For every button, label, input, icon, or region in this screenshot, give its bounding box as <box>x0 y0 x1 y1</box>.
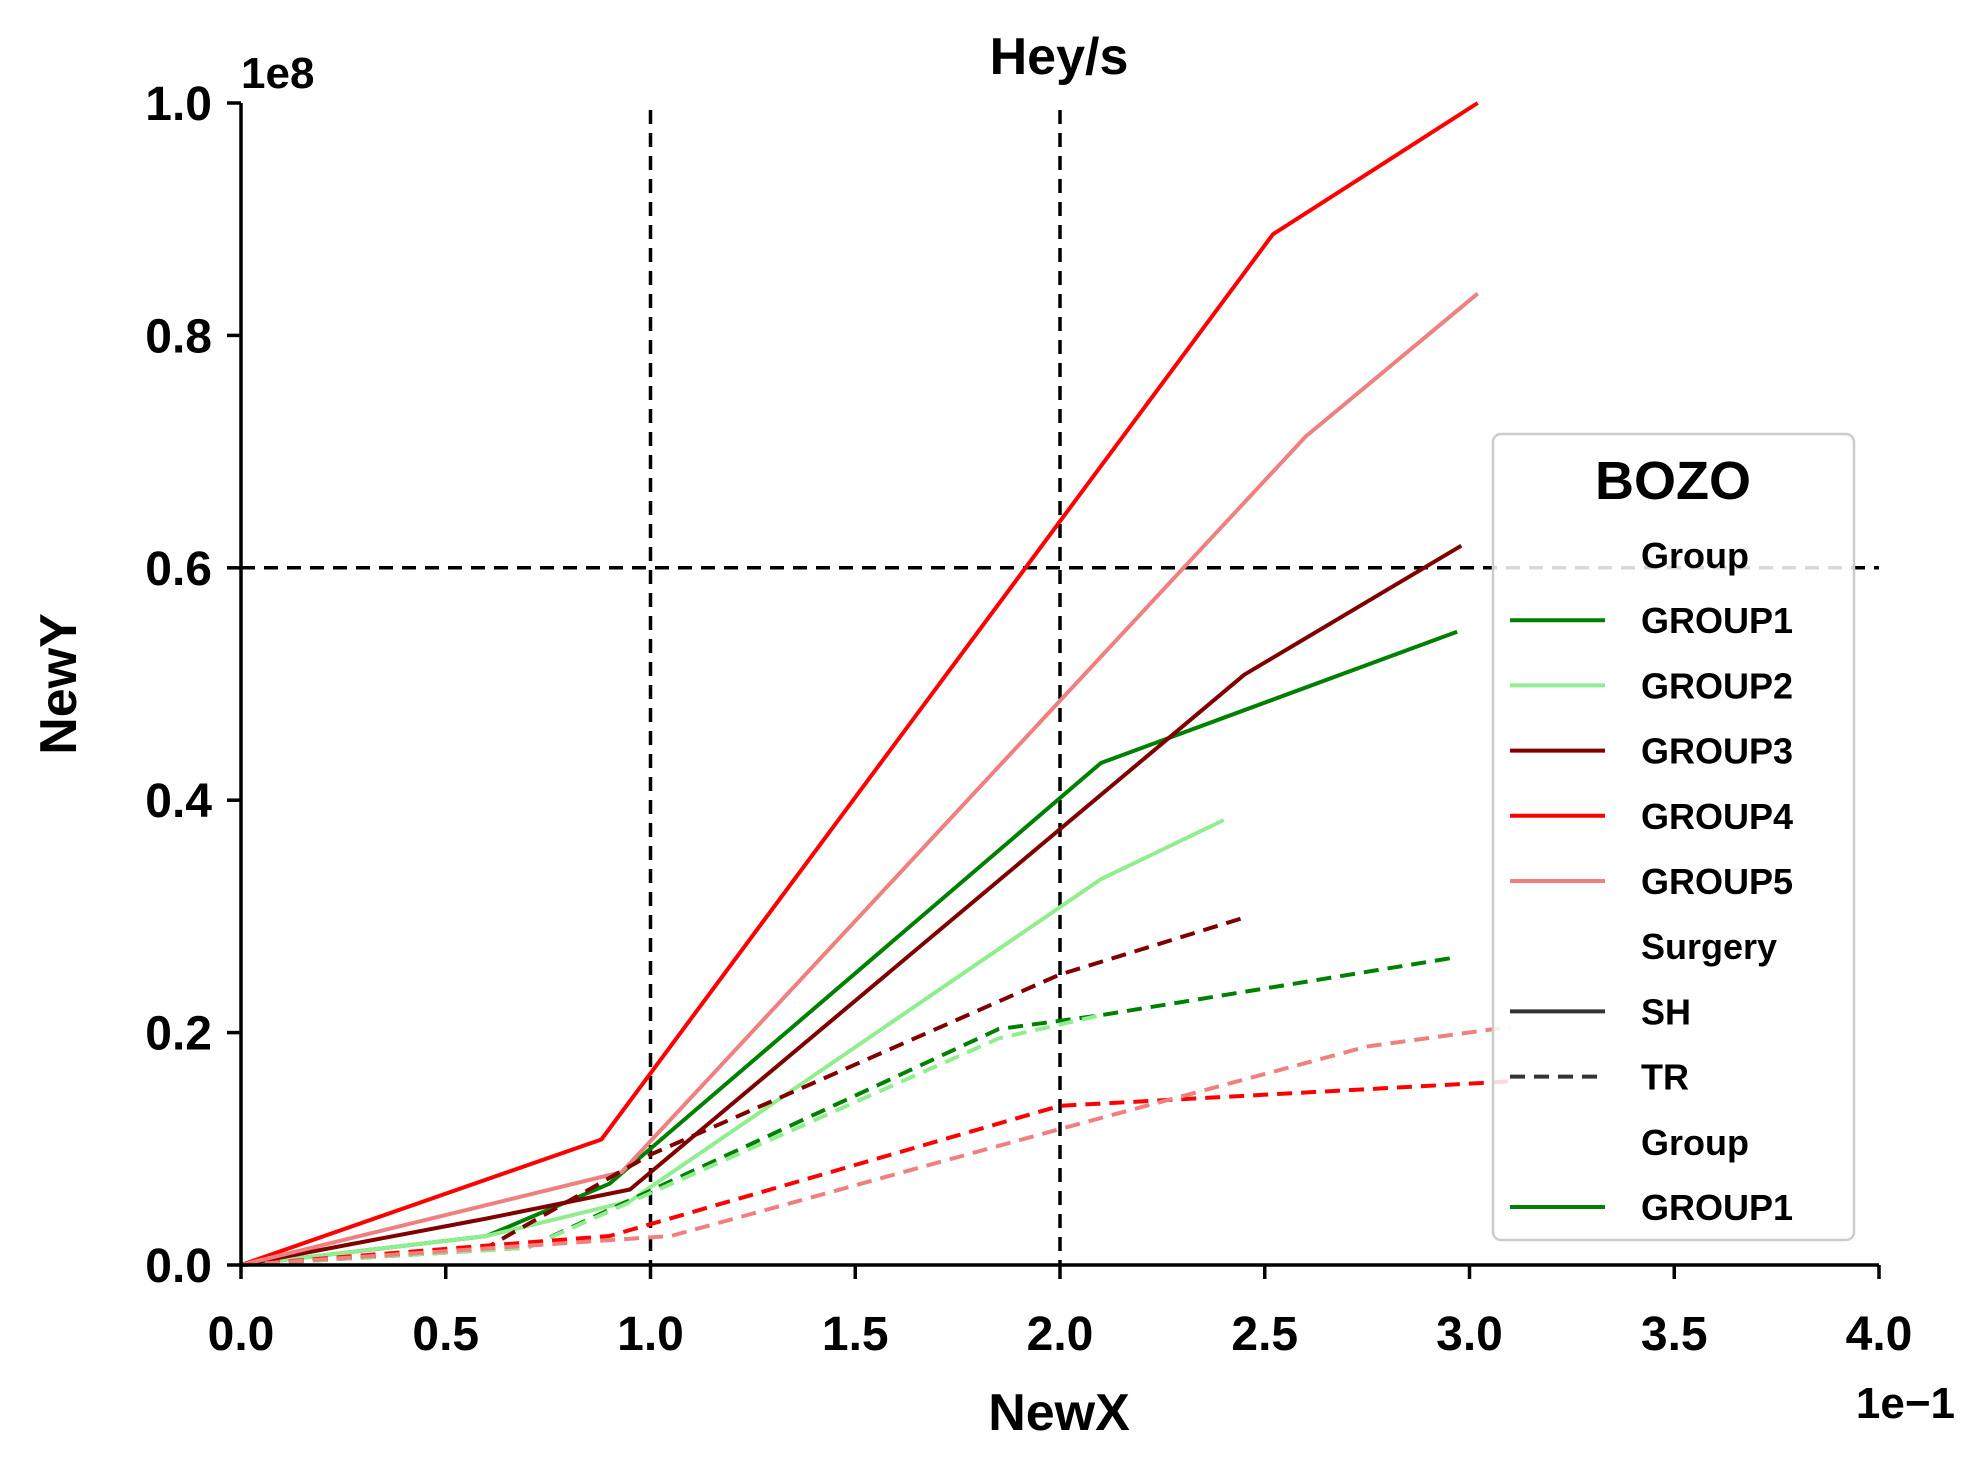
series-line-group5-sh <box>240 292 1479 1267</box>
legend-section-header: Group <box>1641 1122 1749 1163</box>
x-tick-label: 0.0 <box>208 1308 275 1361</box>
x-tick-label: 0.5 <box>412 1308 479 1361</box>
x-tick-label: 3.0 <box>1436 1308 1503 1361</box>
legend-label: SH <box>1641 991 1691 1032</box>
y-tick-label: 0.8 <box>145 310 212 363</box>
legend-label: GROUP5 <box>1641 861 1793 902</box>
legend-label: GROUP1 <box>1641 1187 1793 1228</box>
x-tick-label: 1.5 <box>822 1308 889 1361</box>
y-tick-label: 0.0 <box>145 1240 212 1293</box>
x-tick-label: 2.5 <box>1231 1308 1298 1361</box>
x-tick-label: 3.5 <box>1641 1308 1708 1361</box>
y-tick-label: 0.2 <box>145 1008 212 1061</box>
series-line-group4-tr <box>240 1079 1511 1267</box>
chart-title: Hey/s <box>990 28 1129 86</box>
series-line-group2-tr <box>240 1013 1102 1267</box>
legend-entries: Group GROUP1 GROUP2 GROUP3 GROUP4 GROUP5 Surge… <box>1510 535 1793 1228</box>
series-line-group4-sh <box>240 101 1479 1267</box>
legend-label: GROUP4 <box>1641 796 1793 837</box>
x-tick-label: 2.0 <box>1027 1308 1094 1361</box>
series-line-group2-sh <box>240 818 1225 1267</box>
series-line-group3-tr <box>240 915 1245 1267</box>
y-tick-label: 1.0 <box>145 78 212 131</box>
x-tick-label: 1.0 <box>617 1308 684 1361</box>
y-axis-ticks: 0.0 0.2 0.4 0.6 0.8 1.0 <box>145 78 241 1293</box>
legend-title: BOZO <box>1595 451 1751 511</box>
x-tick-label: 4.0 <box>1846 1308 1913 1361</box>
legend-label: GROUP2 <box>1641 665 1793 706</box>
legend: BOZO Group GROUP1 GROUP2 GROUP3 GROUP4 GROUP5… <box>1491 432 1856 1242</box>
x-offset-label: 1e−1 <box>1856 1379 1955 1428</box>
legend-label: GROUP3 <box>1641 731 1793 772</box>
y-offset-label: 1e8 <box>241 49 314 98</box>
legend-label: TR <box>1641 1057 1689 1098</box>
series-line-group3-sh <box>240 543 1463 1267</box>
series-line-group1-tr <box>240 955 1458 1267</box>
x-axis-ticks: 0.0 0.5 1.0 1.5 2.0 2.5 3.0 3.5 4.0 <box>208 1265 1913 1361</box>
y-tick-label: 0.4 <box>145 775 212 828</box>
legend-label: GROUP1 <box>1641 600 1793 641</box>
series-layer <box>240 101 1511 1267</box>
y-axis-title: NewY <box>30 613 88 755</box>
x-axis-title: NewX <box>988 1384 1130 1442</box>
legend-section-header: Group <box>1641 535 1749 576</box>
legend-frame <box>1491 432 1856 1242</box>
legend-section-header: Surgery <box>1641 926 1777 967</box>
y-tick-label: 0.6 <box>145 543 212 596</box>
series-line-group5-tr <box>240 1024 1511 1267</box>
